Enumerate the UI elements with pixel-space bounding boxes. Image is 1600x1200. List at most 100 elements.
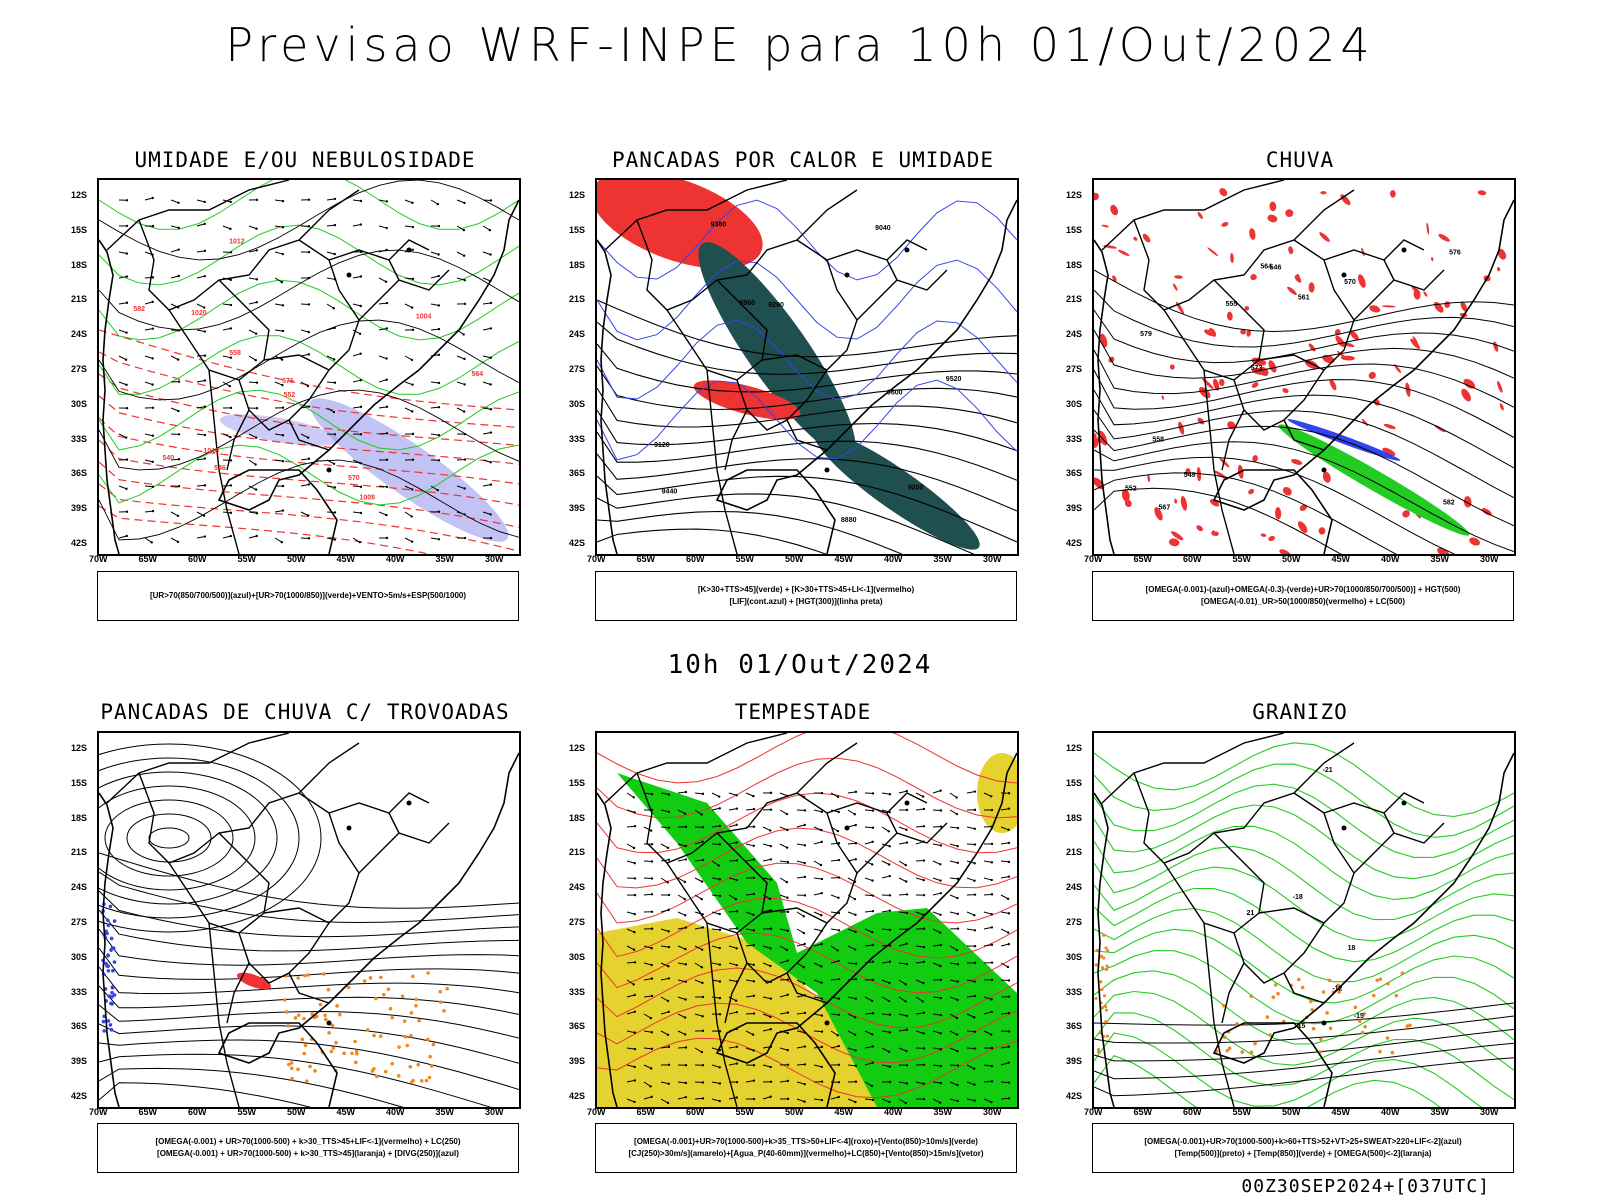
contour-label: 8960 [739, 300, 755, 307]
contour-label: 582 [133, 306, 145, 313]
lat-tick-label: 33S [71, 986, 88, 997]
lat-tick-label: 21S [71, 847, 88, 858]
lat-tick-label: 39S [71, 503, 88, 514]
lon-tick-label: 50W [785, 554, 804, 564]
contour-label: -18 [1293, 894, 1303, 901]
lat-tick-label: 24S [71, 882, 88, 893]
map-pancadas-calor: 9600 9520 9440 9360 9280 9200 9120 9040 8960 8880 [595, 178, 1019, 556]
page-title: Previsao WRF-INPE para 10h 01/Out/2024 [225, 18, 1375, 72]
lat-tick-label: 15S [71, 777, 88, 788]
lat-tick-label: 27S [569, 917, 586, 927]
legend-trovoadas: [OMEGA(-0.001) + UR>70(1000-500) + k>30_… [97, 1123, 519, 1173]
lon-tick-label: 50W [1282, 1107, 1301, 1117]
granizo-field: -21 -18 -15 -12 21 18 15 [1094, 733, 1514, 1107]
contour-label: 9440 [662, 489, 678, 496]
contour-label: 576 [282, 378, 294, 385]
lat-tick-label: 24S [1066, 882, 1083, 893]
lat-tick-label: 36S [569, 468, 586, 479]
lon-tick-label: 40W [884, 1107, 903, 1117]
lat-tick-label: 27S [569, 364, 586, 374]
lat-tick-label: 36S [1066, 468, 1083, 479]
lat-tick-label: 30S [1066, 951, 1083, 962]
lat-tick-label: 39S [569, 1056, 586, 1067]
chuva-field: 582 579 576 573 570 567 564 561 558 555 552 549 546 [1094, 180, 1514, 554]
lon-tick-label: 65W [636, 554, 656, 564]
legend-chuva: [OMEGA(-0.001)-(azul)+OMEGA(-0.3)-(verde… [1092, 571, 1514, 621]
contour-label: 9600 [887, 389, 903, 396]
lat-tick-label: 24S [71, 329, 88, 340]
panel-title-umidade: UMIDADE E/OU NEBULOSIDADE [134, 148, 476, 172]
legend-line: [OMEGA(-0.001)+UR>70(1000-500)+k>35_TTS>… [634, 1137, 978, 1146]
legend-umidade: [UR>70(850/700/500)](azul)+[UR>70(1000/8… [97, 571, 519, 621]
map-granizo: -21 -18 -15 -12 21 18 15 [1092, 731, 1516, 1109]
lon-tick-label: 70W [89, 1107, 108, 1117]
lat-tick-label: 42S [1066, 1091, 1083, 1101]
lon-tick-label: 65W [1133, 1107, 1153, 1117]
legend-line: [OMEGA(-0.001)+UR>70(1000-500)+k>60+TTS>… [1144, 1137, 1462, 1146]
lat-tick-label: 21S [1066, 847, 1083, 858]
legend-line: [Temp(500)](preto) + [Temp(850)](verde) … [1174, 1149, 1432, 1158]
map-trovoadas [97, 731, 521, 1109]
lat-tick-label: 42S [569, 1091, 586, 1101]
lat-tick-label: 15S [71, 224, 88, 235]
lat-tick-label: 15S [569, 777, 586, 788]
lon-tick-label: 65W [138, 554, 158, 564]
lat-tick-label: 36S [1066, 1021, 1083, 1032]
lat-tick-label: 15S [1066, 777, 1083, 788]
lat-tick-label: 39S [71, 1056, 88, 1067]
contour-label: 9200 [908, 485, 924, 492]
lat-tick-label: 42S [569, 538, 586, 548]
lat-tick-label: 27S [1066, 917, 1083, 927]
lon-tick-label: 40W [884, 554, 903, 564]
contour-label: 1016 [203, 448, 219, 455]
legend-line: [OMEGA(-0.001) + UR>70(1000-500) + k>30_… [157, 1149, 459, 1158]
contour-label: 1004 [416, 313, 432, 320]
lon-tick-label: 45W [1331, 1107, 1351, 1117]
lat-tick-label: 18S [1066, 259, 1083, 270]
panel-title-pancadas-calor: PANCADAS POR CALOR E UMIDADE [611, 148, 994, 172]
lat-tick-label: 24S [569, 329, 586, 340]
contour-label: 18 [1348, 945, 1356, 952]
lon-tick-label: 35W [1430, 554, 1450, 564]
contour-label: 579 [1140, 331, 1152, 338]
lat-tick-label: 27S [1066, 364, 1083, 374]
lon-tick-label: 55W [735, 554, 755, 564]
lon-tick-label: 45W [834, 1107, 854, 1117]
tempestade-field [597, 733, 1017, 1107]
lon-tick-label: 55W [237, 554, 257, 564]
lon-tick-label: 60W [686, 1107, 705, 1117]
contour-label: 552 [284, 392, 296, 399]
lat-tick-label: 27S [71, 917, 88, 927]
contour-label: 570 [1344, 279, 1356, 286]
lat-tick-label: 30S [1066, 398, 1083, 409]
legend-granizo: [OMEGA(-0.001)+UR>70(1000-500)+k>60+TTS>… [1092, 1123, 1514, 1173]
lon-tick-label: 35W [435, 1107, 455, 1117]
lat-tick-label: 42S [71, 538, 88, 548]
lat-tick-label: 12S [569, 190, 586, 200]
lon-tick-label: 55W [735, 1107, 755, 1117]
contour-label: 9360 [711, 222, 727, 229]
lat-tick-label: 21S [1066, 294, 1083, 305]
lat-tick-label: 18S [1066, 812, 1083, 823]
lon-tick-label: 40W [1381, 1107, 1400, 1117]
lat-tick-label: 39S [1066, 503, 1083, 514]
lat-tick-label: 18S [569, 812, 586, 823]
lon-tick-label: 35W [933, 554, 953, 564]
contour-label: 9520 [946, 376, 962, 383]
lat-tick-label: 33S [1066, 986, 1083, 997]
lat-tick-label: 33S [569, 986, 586, 997]
lat-tick-label: 30S [71, 398, 88, 409]
lon-tick-label: 70W [1084, 1107, 1103, 1117]
lat-tick-label: 21S [71, 294, 88, 305]
lon-tick-label: 70W [89, 554, 108, 564]
lon-tick-label: 30W [1480, 1107, 1499, 1117]
lon-tick-label: 30W [983, 1107, 1002, 1117]
lon-tick-label: 65W [636, 1107, 656, 1117]
lon-tick-label: 65W [1133, 554, 1153, 564]
lon-tick-label: 55W [237, 1107, 257, 1117]
lat-tick-label: 12S [1066, 743, 1083, 753]
legend-line: [OMEGA(-0.001) + UR>70(1000-500) + k>30_… [155, 1137, 461, 1146]
contour-label: -21 [1323, 767, 1333, 774]
run-label: 00Z30SEP2024+[037UTC] [1241, 1176, 1490, 1197]
lon-tick-label: 45W [336, 1107, 356, 1117]
